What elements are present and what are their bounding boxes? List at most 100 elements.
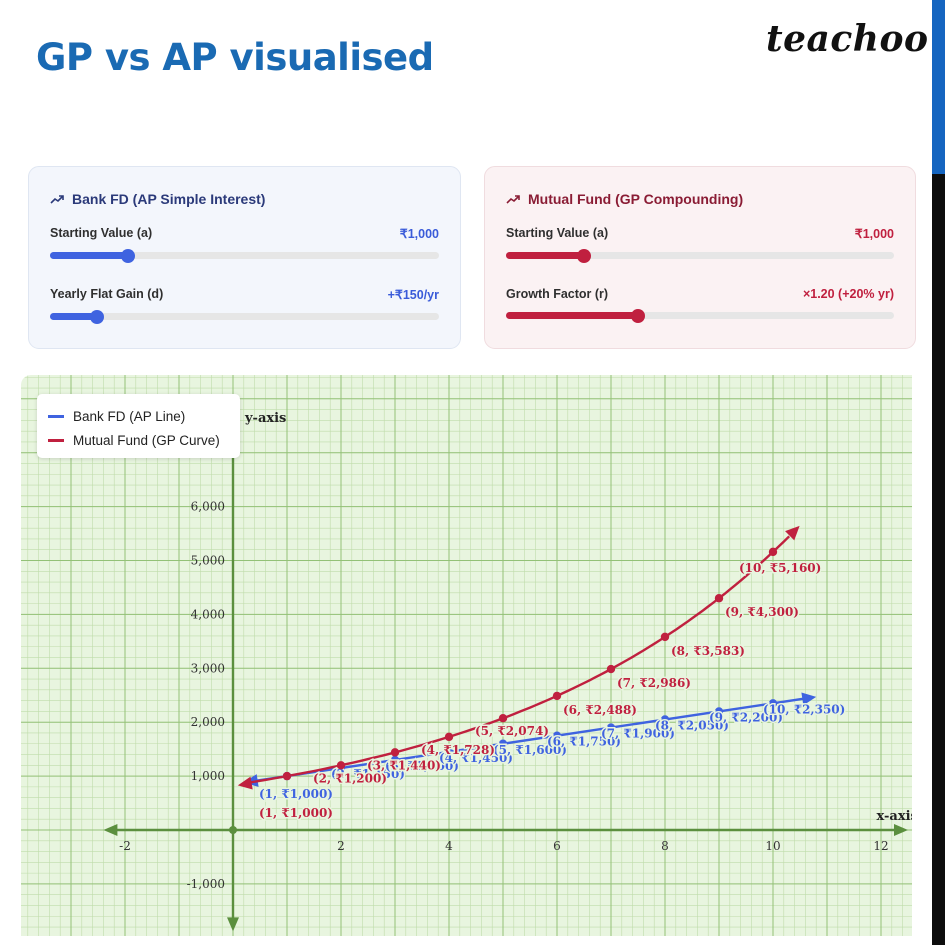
ap-start-label: Starting Value (a) [50,226,153,240]
gp-start-control: Starting Value (a) ₹1,000 [506,226,894,263]
page-title: GP vs AP visualised [36,36,434,79]
gp-factor-label: Growth Factor (r) [506,287,609,301]
ap-data-label: (6, ₹1,750) [547,735,621,749]
gp-data-point [552,691,562,701]
gp-data-label: (10, ₹5,160) [739,561,821,575]
gp-data-label: (1, ₹1,000) [259,806,333,820]
ap-start-thumb[interactable] [120,248,135,263]
y-tick-label: 2,000 [191,715,225,729]
gp-factor-fill [506,312,638,319]
grid-background [21,375,912,936]
side-strip [932,174,945,945]
gp-data-point [768,547,778,557]
ap-data-label: (5, ₹1,600) [493,743,567,757]
gp-data-point [714,594,724,603]
trend-up-icon [50,194,64,204]
ap-data-point [498,739,508,748]
legend-swatch-ap [48,414,64,418]
ap-data-label: (4, ₹1,450) [439,751,513,765]
x-tick-label: 4 [445,839,453,853]
gp-factor-thumb[interactable] [630,308,645,323]
y-tick-label: 4,000 [191,607,225,621]
legend-swatch-gp [48,438,64,442]
legend-item-gp[interactable]: Mutual Fund (GP Curve) [48,428,229,452]
gp-data-point [336,761,346,770]
chart-area: -2 2 4 6 8 10 12 6,000 5,000 4,000 3,000 2,000 1,000… [21,375,912,936]
brand-logo: teachoo [766,18,929,60]
y-tick-label: 3,000 [191,661,225,675]
ap-gain-value: +₹150/yr [387,288,439,302]
accent-bar [932,0,945,174]
gp-factor-value: ×1.20 (+20% yr) [802,287,894,301]
chart-legend: Bank FD (AP Line) Mutual Fund (GP Curve) [37,394,240,458]
gp-data-label: (5, ₹2,074) [475,724,549,738]
legend-item-ap[interactable]: Bank FD (AP Line) [48,404,229,428]
gp-start-thumb[interactable] [576,248,591,263]
gp-start-label: Starting Value (a) [506,226,609,240]
ap-start-fill [50,252,128,259]
ap-data-point [444,747,454,757]
gp-control-card: Mutual Fund (GP Compounding) Starting Va… [484,166,916,349]
ap-data-label: (7, ₹1,900) [601,727,675,741]
x-tick-label: -2 [119,839,131,853]
ap-arrow-right [801,692,817,706]
chart-svg: -2 2 4 6 8 10 12 6,000 5,000 4,000 3,000 2,000 1,000… [21,375,912,936]
x-axis-arrow-left [103,824,118,836]
ap-data-point [390,755,400,765]
gp-factor-slider[interactable] [506,308,894,323]
ap-control-card: Bank FD (AP Simple Interest) Starting Va… [28,166,461,349]
gp-data-label: (3, ₹1,440) [367,758,441,772]
legend-label-gp: Mutual Fund (GP Curve) [73,432,220,448]
ap-start-control: Starting Value (a) ₹1,000 [50,226,439,263]
gp-data-point [282,771,292,781]
x-tick-label: 2 [337,839,345,853]
ap-data-label: (3, ₹1,300) [385,759,459,773]
ap-arrow-left [243,774,259,787]
y-tick-label: 1,000 [191,769,225,783]
gp-start-fill [506,252,584,259]
gp-card-header: Mutual Fund (GP Compounding) [506,191,743,207]
gp-data-point [444,732,454,742]
gp-data-point [498,714,508,723]
gp-start-slider[interactable] [506,248,894,263]
x-axis-arrow-right [894,824,908,836]
ap-data-label: (8, ₹2,050) [655,719,729,733]
gp-data-label: (6, ₹2,488) [563,703,637,717]
ap-gain-slider[interactable] [50,309,439,324]
ap-card-header: Bank FD (AP Simple Interest) [50,191,265,207]
y-axis-label: y-axis [244,411,286,426]
gp-card-title: Mutual Fund (GP Compounding) [528,191,744,207]
y-tick-label: 6,000 [191,500,225,514]
y-tick-label: 5,000 [191,554,225,568]
ap-data-label: (2, ₹1,150) [331,767,405,781]
ap-data-label: (10, ₹2,350) [763,702,845,716]
x-tick-label: 10 [765,839,780,853]
ap-data-label: (1, ₹1,000) [259,787,333,801]
ap-start-slider[interactable] [50,248,439,263]
origin-point [229,826,237,834]
ap-gain-thumb[interactable] [89,309,104,324]
ap-start-value: ₹1,000 [399,227,439,241]
gp-data-point [606,664,616,674]
y-tick-label: -1,000 [187,877,225,891]
gp-series-curve [243,535,791,785]
ap-gain-label: Yearly Flat Gain (d) [50,287,164,301]
y-axis-arrow-down [227,917,239,932]
ap-gain-fill [50,313,97,320]
ap-data-label: (9, ₹2,200) [709,710,783,724]
legend-label-ap: Bank FD (AP Line) [73,408,186,424]
gp-data-label: (7, ₹2,986) [617,676,691,690]
gp-arrow-right [785,525,800,541]
trend-up-icon [506,194,520,204]
gp-data-point [660,632,670,642]
gp-factor-control: Growth Factor (r) ×1.20 (+20% yr) [506,287,894,323]
ap-data-point [606,723,616,732]
ap-card-title: Bank FD (AP Simple Interest) [72,191,266,207]
gp-data-label: (4, ₹1,728) [421,743,495,757]
ap-gain-control: Yearly Flat Gain (d) +₹150/yr [50,287,439,324]
gp-data-point [390,748,400,757]
ap-series-line [254,697,806,783]
ap-data-point [714,707,724,716]
gp-start-value: ₹1,000 [854,227,894,241]
x-tick-label: 8 [661,839,669,853]
